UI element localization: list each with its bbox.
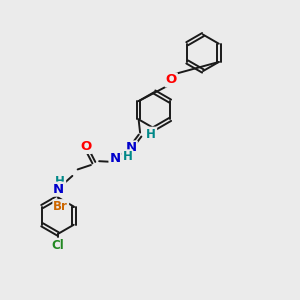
Text: H: H xyxy=(55,175,65,188)
Text: Cl: Cl xyxy=(52,238,64,252)
Text: N: N xyxy=(126,141,137,154)
Text: Br: Br xyxy=(53,200,68,213)
Text: N: N xyxy=(110,152,121,165)
Text: H: H xyxy=(146,128,156,141)
Text: O: O xyxy=(80,140,91,153)
Text: O: O xyxy=(166,74,177,86)
Text: N: N xyxy=(53,183,64,196)
Text: H: H xyxy=(122,150,132,163)
